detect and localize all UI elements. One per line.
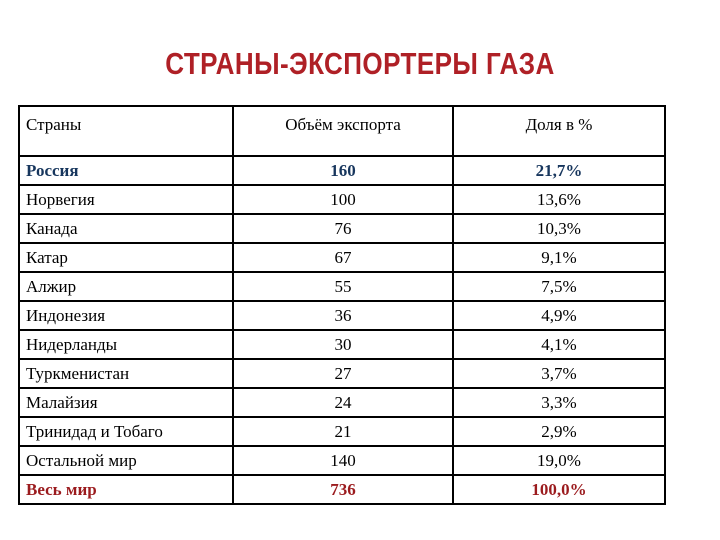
country-cell: Тринидад и Тобаго — [18, 416, 234, 447]
volume-cell: 55 — [232, 271, 454, 302]
table-row: Катар 67 9,1% — [18, 242, 666, 273]
country-cell: Нидерланды — [18, 329, 234, 360]
country-cell: Остальной мир — [18, 445, 234, 476]
table-header-row: Страны Объём экспорта Доля в % — [18, 105, 666, 157]
volume-cell: 24 — [232, 387, 454, 418]
volume-cell: 736 — [232, 474, 454, 505]
share-cell: 4,1% — [452, 329, 666, 360]
country-cell: Катар — [18, 242, 234, 273]
volume-cell: 140 — [232, 445, 454, 476]
share-cell: 100,0% — [452, 474, 666, 505]
volume-cell: 21 — [232, 416, 454, 447]
volume-cell: 30 — [232, 329, 454, 360]
share-cell: 2,9% — [452, 416, 666, 447]
table-body: Россия 160 21,7% Норвегия 100 13,6% Канада 76 10… — [18, 155, 666, 505]
country-cell: Туркменистан — [18, 358, 234, 389]
table-row: Малайзия 24 3,3% — [18, 387, 666, 418]
exporters-table: Страны Объём экспорта Доля в % Россия 160… — [18, 105, 666, 505]
share-cell: 9,1% — [452, 242, 666, 273]
column-header-country: Страны — [18, 105, 234, 157]
country-cell: Малайзия — [18, 387, 234, 418]
country-cell: Канада — [18, 213, 234, 244]
country-cell: Индонезия — [18, 300, 234, 331]
table-row: Индонезия 36 4,9% — [18, 300, 666, 331]
column-header-share: Доля в % — [452, 105, 666, 157]
volume-cell: 100 — [232, 184, 454, 215]
share-cell: 4,9% — [452, 300, 666, 331]
volume-cell: 160 — [232, 155, 454, 186]
volume-cell: 27 — [232, 358, 454, 389]
table-row: Остальной мир 140 19,0% — [18, 445, 666, 476]
share-cell: 3,3% — [452, 387, 666, 418]
share-cell: 3,7% — [452, 358, 666, 389]
table-row: Канада 76 10,3% — [18, 213, 666, 244]
table-row: Туркменистан 27 3,7% — [18, 358, 666, 389]
share-cell: 10,3% — [452, 213, 666, 244]
table-row: Весь мир 736 100,0% — [18, 474, 666, 505]
country-cell: Весь мир — [18, 474, 234, 505]
volume-cell: 76 — [232, 213, 454, 244]
table-row: Тринидад и Тобаго 21 2,9% — [18, 416, 666, 447]
share-cell: 7,5% — [452, 271, 666, 302]
volume-cell: 67 — [232, 242, 454, 273]
table-row: Россия 160 21,7% — [18, 155, 666, 186]
share-cell: 21,7% — [452, 155, 666, 186]
page-title: СТРАНЫ-ЭКСПОРТЕРЫ ГАЗА — [165, 46, 555, 81]
table-row: Нидерланды 30 4,1% — [18, 329, 666, 360]
country-cell: Россия — [18, 155, 234, 186]
share-cell: 19,0% — [452, 445, 666, 476]
country-cell: Алжир — [18, 271, 234, 302]
country-cell: Норвегия — [18, 184, 234, 215]
column-header-volume: Объём экспорта — [232, 105, 454, 157]
table-row: Норвегия 100 13,6% — [18, 184, 666, 215]
volume-cell: 36 — [232, 300, 454, 331]
table-row: Алжир 55 7,5% — [18, 271, 666, 302]
share-cell: 13,6% — [452, 184, 666, 215]
